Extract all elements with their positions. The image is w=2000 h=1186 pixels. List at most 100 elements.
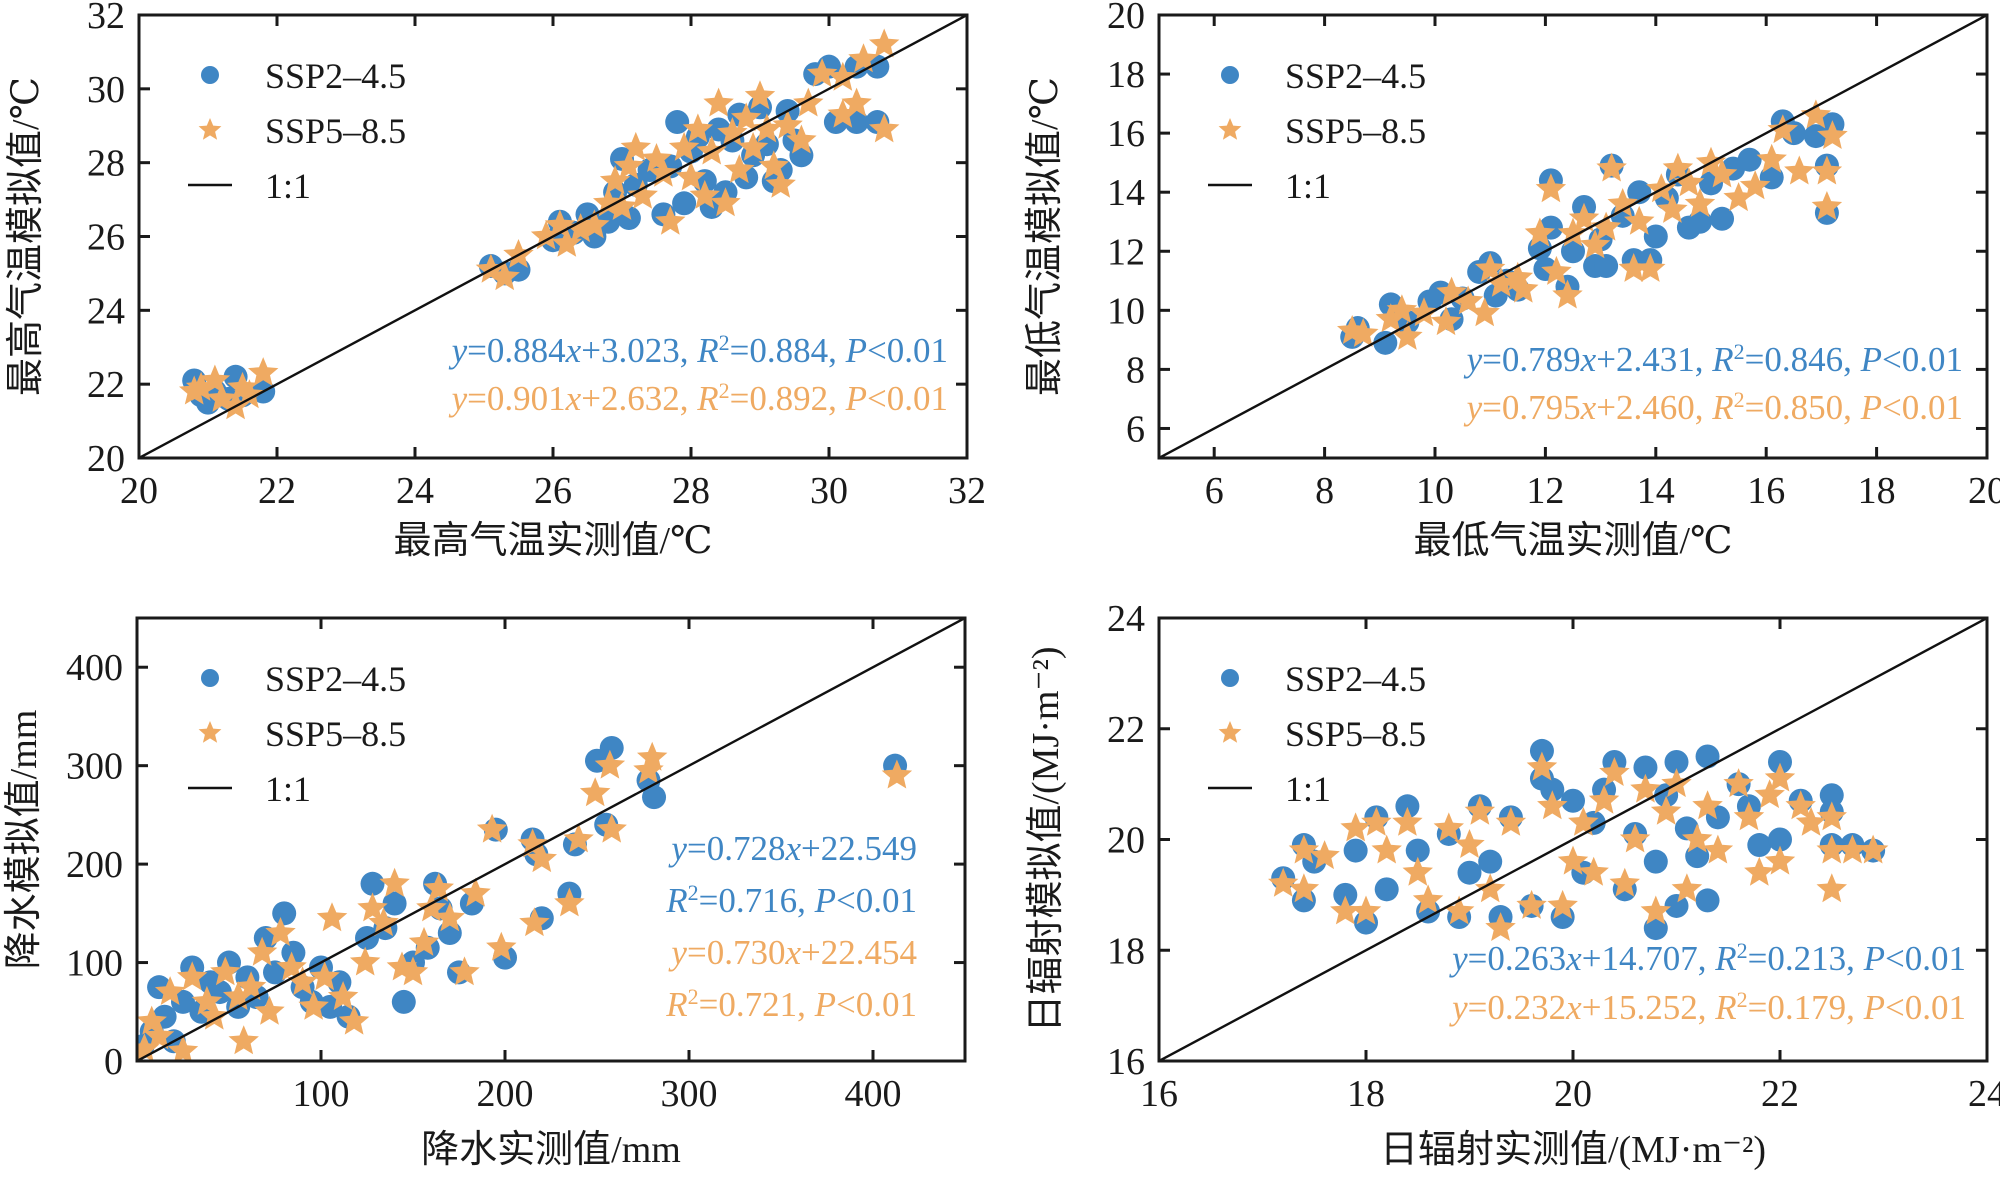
data-point-ssp585	[744, 80, 776, 110]
data-point-ssp585	[368, 907, 399, 937]
data-point-ssp585	[1495, 806, 1527, 836]
data-point-ssp245	[672, 191, 697, 216]
data-point-ssp585	[1516, 889, 1547, 919]
data-point-ssp585	[1706, 158, 1738, 188]
data-point-ssp245	[642, 785, 667, 810]
data-point-ssp585	[1412, 884, 1444, 914]
data-point-ssp585	[137, 1005, 167, 1035]
data-point-ssp585	[827, 61, 858, 91]
data-point-ssp585	[1723, 768, 1754, 798]
data-point-ssp245	[1395, 794, 1420, 819]
data-point-ssp585	[599, 165, 631, 195]
data-point-ssp585	[1739, 170, 1771, 200]
legend-star-icon	[198, 721, 222, 743]
y-tick-label: 18	[1107, 930, 1145, 972]
data-point-ssp585	[1386, 294, 1418, 324]
data-point-ssp585	[1547, 889, 1578, 919]
data-point-ssp585	[703, 87, 734, 117]
legend-label: SSP2–4.5	[265, 56, 406, 96]
x-tick-label: 20	[120, 470, 158, 512]
data-point-ssp585	[689, 179, 720, 209]
legend-label: 1:1	[1285, 769, 1331, 809]
y-tick-label: 24	[1107, 598, 1145, 640]
panel-solar-radiation: 16 18 20 22 24 16 18 20 22 24 日辐射实测值/(MJ·m⁻²) 日辐射模拟…	[1025, 598, 2000, 1171]
data-point-ssp585	[519, 907, 550, 937]
legend-star-icon	[1218, 721, 1242, 743]
legend-label: SSP5–8.5	[265, 714, 406, 754]
data-point-ssp585	[1557, 845, 1589, 875]
data-point-ssp585	[526, 843, 557, 873]
data-point-ssp585	[1361, 806, 1392, 836]
data-point-ssp585	[486, 931, 517, 961]
x-tick-label: 100	[293, 1073, 350, 1115]
data-point-ssp245	[1819, 783, 1844, 808]
legend-label: 1:1	[265, 769, 311, 809]
data-point-ssp585	[228, 1025, 259, 1055]
data-point-ssp585	[1288, 834, 1320, 864]
x-tick-label: 22	[1761, 1073, 1799, 1115]
data-point-ssp585	[1309, 840, 1340, 870]
data-point-ssp585	[460, 877, 491, 907]
data-point-ssp585	[1526, 751, 1558, 781]
y-tick-label: 28	[87, 143, 125, 185]
x-tick-label: 18	[1858, 470, 1896, 512]
plot-area	[137, 618, 965, 1061]
legend: SSP2–4.5 SSP5–8.5 1:1	[1208, 659, 1426, 809]
data-point-ssp585	[185, 371, 217, 401]
data-point-ssp245	[1373, 330, 1398, 355]
y-tick-label: 10	[1107, 290, 1145, 332]
data-point-ssp585	[737, 131, 769, 161]
y-tick-label: 8	[1126, 349, 1145, 391]
legend-label: SSP5–8.5	[1285, 714, 1426, 754]
data-point-ssp585	[1744, 856, 1775, 886]
legend-circle-icon	[201, 66, 219, 84]
data-point-ssp245	[1457, 860, 1482, 885]
data-point-ssp585	[1609, 867, 1640, 897]
data-point-ssp585	[1624, 205, 1655, 235]
data-point-ssp245	[1803, 124, 1828, 149]
data-point-ssp585	[349, 946, 381, 976]
data-point-ssp585	[1588, 784, 1620, 814]
data-point-ssp585	[1619, 823, 1651, 853]
data-point-ssp585	[1723, 182, 1754, 212]
data-point-ssp585	[786, 124, 817, 154]
data-point-ssp245	[1695, 744, 1720, 769]
data-point-ssp585	[1816, 801, 1847, 831]
x-tick-label: 30	[810, 470, 848, 512]
data-point-ssp585	[1537, 790, 1568, 820]
data-point-ssp585	[248, 357, 279, 386]
data-point-ssp585	[1348, 318, 1379, 347]
data-point-ssp245	[1643, 916, 1668, 941]
reference-line-1-1	[1159, 15, 1987, 458]
data-point-ssp245	[1664, 749, 1689, 774]
x-tick-label: 16	[1747, 470, 1785, 512]
y-tick-label: 20	[1107, 0, 1145, 37]
data-point-ssp245	[382, 891, 407, 916]
y-tick-label: 300	[66, 746, 123, 788]
x-axis-title: 最高气温实测值/℃	[393, 520, 712, 562]
data-point-ssp585	[765, 168, 796, 198]
data-point-ssp245	[1333, 882, 1358, 907]
data-point-ssp585	[1508, 273, 1539, 303]
data-point-ssp245	[1374, 877, 1399, 902]
y-axis-title: 降水模拟值/mm	[3, 710, 45, 970]
data-point-ssp585	[1475, 873, 1506, 903]
data-point-ssp585	[648, 157, 679, 187]
y-tick-label: 400	[66, 647, 123, 689]
data-point-ssp585	[1784, 155, 1815, 185]
data-point-ssp585	[298, 990, 329, 1020]
data-point-ssp585	[751, 113, 783, 143]
data-point-ssp585	[1816, 834, 1847, 864]
legend-circle-icon	[1221, 66, 1239, 84]
panel-precipitation: 100 200 300 400 0 100 200 300 400 降水实测值/mm 降水模拟值/m…	[3, 616, 967, 1171]
y-tick-label: 12	[1107, 231, 1145, 273]
data-point-ssp585	[265, 917, 296, 946]
data-point-ssp245	[1737, 147, 1762, 172]
plot-area	[139, 15, 967, 458]
data-point-ssp585	[1816, 873, 1847, 903]
data-point-ssp245	[1710, 206, 1735, 231]
legend-label: 1:1	[265, 166, 311, 206]
data-point-ssp585	[772, 109, 803, 139]
data-point-ssp245	[665, 110, 690, 135]
data-point-ssp585	[1811, 191, 1843, 220]
